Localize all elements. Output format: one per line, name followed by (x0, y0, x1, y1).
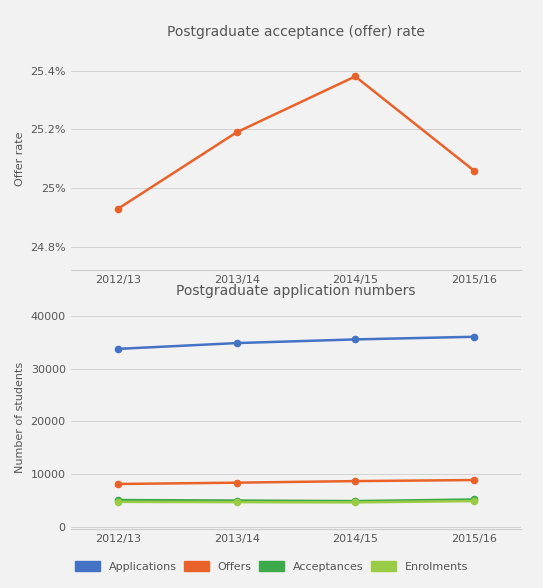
Legend: Applications, Offers, Acceptances, Enrolments: Applications, Offers, Acceptances, Enrol… (71, 557, 472, 577)
Y-axis label: Number of students: Number of students (15, 362, 25, 473)
Title: Postgraduate application numbers: Postgraduate application numbers (176, 283, 416, 298)
Title: Postgraduate acceptance (offer) rate: Postgraduate acceptance (offer) rate (167, 25, 425, 39)
Y-axis label: Offer rate: Offer rate (15, 132, 24, 186)
